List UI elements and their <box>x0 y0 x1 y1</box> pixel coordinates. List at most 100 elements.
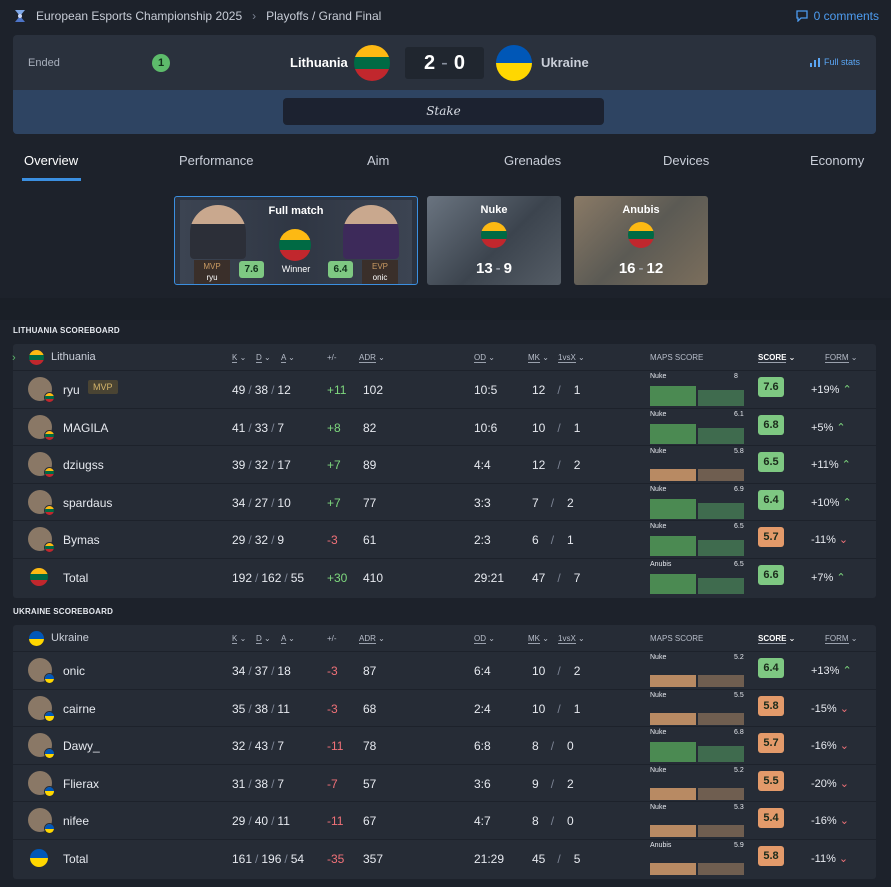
tab-devices[interactable]: Devices <box>663 153 710 168</box>
kda-stat: 32/43/7 <box>232 739 285 753</box>
player-row[interactable]: Flierax 31/38/7 -7 57 3:6 9/2 Nuke 5.2 5.5 -20% ⌄ <box>13 763 876 801</box>
tab-grenades[interactable]: Grenades <box>504 153 562 168</box>
column-header-form[interactable]: FORM ⌄ <box>825 353 858 363</box>
form-stat: +11% ⌃ <box>811 459 851 471</box>
player-avatar[interactable] <box>28 695 55 722</box>
column-header-mk[interactable]: MK ⌄ <box>528 353 549 363</box>
evp-label: EVP <box>371 262 388 271</box>
player-name[interactable]: cairne <box>63 701 96 716</box>
column-header-mk[interactable]: MK ⌄ <box>528 634 549 644</box>
sponsor-banner[interactable]: Stake <box>283 98 604 125</box>
player-row[interactable]: MAGILA 41/33/7 +8 82 10:6 10/1 Nuke 6.1 6.8 +5% ⌃ <box>13 407 876 445</box>
player-name[interactable]: spardaus <box>63 495 113 510</box>
player-name[interactable]: Flierax <box>63 776 100 791</box>
player-avatar[interactable] <box>28 658 55 684</box>
breadcrumb-stage[interactable]: Playoffs / Grand Final <box>266 9 382 23</box>
tab-performance[interactable]: Performance <box>179 153 254 168</box>
maps-score-mini[interactable]: Anubis 6.5 <box>650 561 744 594</box>
tab-aim[interactable]: Aim <box>367 153 390 168</box>
tab-economy[interactable]: Economy <box>810 153 865 168</box>
breadcrumb-event[interactable]: European Esports Championship 2025 <box>36 9 243 23</box>
player-row[interactable]: spardaus 34/27/10 +7 77 3:3 7/2 Nuke 6.9 6.4 +10%… <box>13 482 876 520</box>
opening-duels-stat: 6:4 <box>474 664 491 678</box>
player-avatar[interactable] <box>28 452 55 478</box>
maps-score-mini[interactable]: Nuke 6.8 <box>650 729 744 762</box>
map-card-nuke[interactable]: Nuke 13-9 <box>427 196 561 285</box>
column-header-clutch[interactable]: 1vsX ⌄ <box>558 353 585 363</box>
player-name[interactable]: Dawy_ <box>63 739 100 753</box>
maps-score-mini[interactable]: Nuke 5.5 <box>650 692 744 725</box>
player-row[interactable]: nifee 29/40/11 -11 67 4:7 8/0 Nuke 5.3 5.4 -16% ⌄ <box>13 801 876 838</box>
player-name[interactable]: Bymas <box>63 533 100 547</box>
column-header-od[interactable]: OD ⌄ <box>474 353 495 363</box>
player-avatar[interactable] <box>28 527 55 553</box>
total-row[interactable]: Total 192/162/55 +30 410 29:21 47/7 Anubis 6.5 6… <box>13 557 876 595</box>
player-row[interactable]: dziugss 39/32/17 +7 89 4:4 12/2 Nuke 5.8 6.5 +11%… <box>13 445 876 482</box>
multikill-stat: 7/2 <box>532 495 574 510</box>
player-avatar[interactable] <box>28 808 55 834</box>
mvp-box: MVP ryu <box>194 260 230 284</box>
kda-stat: 29/40/11 <box>232 814 290 828</box>
column-header-a[interactable]: A ⌄ <box>281 353 295 363</box>
trend-down-icon: ⌄ <box>839 777 849 790</box>
expand-chevron-icon[interactable]: › <box>12 352 16 364</box>
column-header-a[interactable]: A ⌄ <box>281 634 295 644</box>
player-avatar[interactable] <box>28 377 55 403</box>
scoreboard-header: Lithuania K ⌄ D ⌄ A ⌄ +/- ADR ⌄ OD ⌄ MK ⌄ 1vsX ⌄… <box>13 344 876 370</box>
column-header-k[interactable]: K ⌄ <box>232 353 247 363</box>
rating-badge: 6.4 <box>758 658 784 678</box>
player-avatar[interactable] <box>28 414 55 441</box>
map-card-full-match[interactable]: Full match MVP ryu 7.6 Winner 6.4 EVP on… <box>174 196 418 285</box>
player-flag-icon <box>44 392 55 403</box>
event-logo-icon[interactable] <box>12 8 28 24</box>
player-row[interactable]: onic 34/37/18 -3 87 6:4 10/2 Nuke 5.2 6.4 +13% ⌃ <box>13 651 876 688</box>
column-header-clutch[interactable]: 1vsX ⌄ <box>558 634 585 644</box>
column-header-d[interactable]: D ⌄ <box>256 353 271 363</box>
maps-score-mini[interactable]: Nuke 5.2 <box>650 654 744 687</box>
column-header-adr[interactable]: ADR ⌄ <box>359 634 385 644</box>
total-row[interactable]: Total 161/196/54 -35 357 21:29 45/5 Anubis 5.9 5… <box>13 838 876 876</box>
maps-score-mini[interactable]: Nuke 6.1 <box>650 411 744 444</box>
player-name[interactable]: MAGILA <box>63 420 109 435</box>
trend-up-icon: ⌃ <box>842 665 852 677</box>
maps-score-mini[interactable]: Nuke 5.2 <box>650 767 744 800</box>
form-stat: +13% ⌃ <box>811 665 852 677</box>
comments-link[interactable]: 0 comments <box>795 9 879 23</box>
maps-score-mini[interactable]: Nuke 5.3 <box>650 804 744 837</box>
player-row[interactable]: Dawy_ 32/43/7 -11 78 6:8 8/0 Nuke 6.8 5.7 -16% ⌄ <box>13 726 876 763</box>
trend-down-icon: ⌄ <box>839 815 849 827</box>
column-header-d[interactable]: D ⌄ <box>256 634 271 644</box>
player-avatar[interactable] <box>28 489 55 516</box>
player-row[interactable]: Bymas 29/32/9 -3 61 2:3 6/1 Nuke 6.5 5.7 -11% ⌄ <box>13 520 876 557</box>
maps-score-mini[interactable]: Anubis 5.9 <box>650 842 744 875</box>
column-header-k[interactable]: K ⌄ <box>232 634 247 644</box>
player-name[interactable]: nifee <box>63 814 90 828</box>
team-b-name[interactable]: Ukraine <box>541 55 589 70</box>
player-name[interactable]: ryu <box>63 383 80 397</box>
score-a: 2 <box>424 51 436 74</box>
bar-chart-icon <box>809 57 820 67</box>
column-header-form[interactable]: FORM ⌄ <box>825 634 858 644</box>
maps-score-mini[interactable]: Nuke 5.8 <box>650 448 744 481</box>
column-header-adr[interactable]: ADR ⌄ <box>359 353 385 363</box>
maps-score-mini[interactable]: Nuke 6.9 <box>650 486 744 519</box>
column-header-score[interactable]: SCORE ⌄ <box>758 634 796 644</box>
column-header-od[interactable]: OD ⌄ <box>474 634 495 644</box>
multikill-stat: 8/0 <box>532 739 574 753</box>
tab-overview[interactable]: Overview <box>24 153 79 168</box>
team-a-name[interactable]: Lithuania <box>290 55 348 70</box>
active-tab-indicator <box>22 178 81 181</box>
maps-score-mini[interactable]: Nuke 8 <box>650 373 744 406</box>
full-stats-link[interactable]: Full stats <box>809 57 860 67</box>
plus-minus-stat: -3 <box>327 701 338 716</box>
column-header-score[interactable]: SCORE ⌄ <box>758 353 796 363</box>
player-avatar[interactable] <box>28 733 55 759</box>
player-row[interactable]: cairne 35/38/11 -3 68 2:4 10/1 Nuke 5.5 5.8 -15% ⌄ <box>13 688 876 726</box>
player-name[interactable]: onic <box>63 664 86 678</box>
maps-score-mini[interactable]: Nuke 6.5 <box>650 523 744 556</box>
map-card-anubis[interactable]: Anubis 16-12 <box>574 196 708 285</box>
player-name: Total <box>63 851 89 866</box>
player-name[interactable]: dziugss <box>63 458 104 472</box>
player-row[interactable]: ryu MVP 49/38/12 +11 102 10:5 12/1 Nuke 8 7.6 +19%… <box>13 370 876 407</box>
player-avatar[interactable] <box>28 770 55 797</box>
